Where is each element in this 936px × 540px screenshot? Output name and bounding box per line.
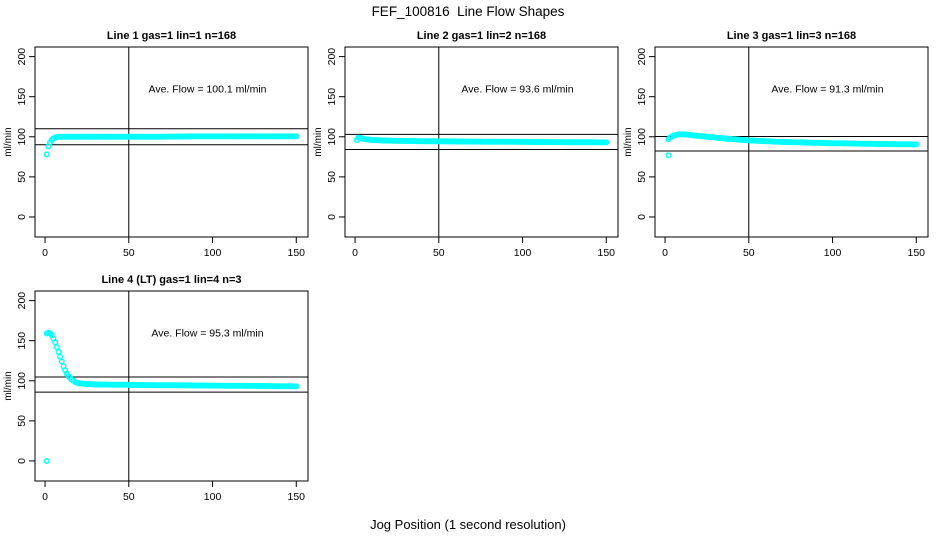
panel-4-y-tick-label: 150: [16, 332, 28, 350]
panel-1-y-tick-label: 100: [16, 128, 28, 146]
panel-2-box: [344, 46, 619, 238]
panel-4-box: [34, 290, 309, 482]
panel-2-x-tick-label: 50: [433, 247, 445, 259]
panel-4-point: [57, 353, 64, 360]
panel-1-ave-flow-annotation: Ave. Flow = 100.1 ml/min: [149, 84, 267, 96]
panel-3-y-tick-label: 150: [636, 88, 648, 106]
panel-2-ylabel: ml/min: [313, 127, 324, 156]
panel-1-ylabel: ml/min: [3, 127, 14, 156]
panel-2-title: Line 2 gas=1 lin=2 n=168: [417, 30, 546, 42]
panel-1-y-tick-label: 0: [16, 214, 28, 220]
panel-4-ylabel: ml/min: [3, 371, 14, 400]
panel-4-ave-flow-annotation: Ave. Flow = 95.3 ml/min: [151, 328, 263, 340]
panel-3-box: [654, 46, 929, 238]
panel-4-point: [293, 383, 300, 390]
panel-3-x-tick-label: 0: [662, 247, 668, 259]
panel-2-y-tick-label: 0: [326, 214, 338, 220]
panel-2-ave-flow-annotation: Ave. Flow = 93.6 ml/min: [461, 84, 573, 96]
panel-1-title: Line 1 gas=1 lin=1 n=168: [107, 30, 236, 42]
figure-xlabel: Jog Position (1 second resolution): [370, 517, 566, 532]
panel-4-point: [55, 348, 62, 355]
panel-3-y-tick-label: 200: [636, 48, 648, 66]
panel-1-point: [293, 133, 300, 140]
panel-4-x-tick-label: 0: [42, 491, 48, 503]
panel-1-x-tick-label: 0: [42, 247, 48, 259]
panel-3-y-tick-label: 50: [636, 171, 648, 183]
panel-3-ylabel: ml/min: [623, 127, 634, 156]
panel-1-box: [34, 46, 309, 238]
panel-1-x-tick-label: 100: [204, 247, 222, 259]
panel-2-y-tick-label: 200: [326, 48, 338, 66]
panel-1-y-tick-label: 150: [16, 88, 28, 106]
panel-1-point: [43, 151, 50, 158]
panel-3-point: [913, 141, 920, 148]
panel-4-y-tick-label: 100: [16, 372, 28, 390]
panel-4-y-tick-label: 0: [16, 458, 28, 464]
panel-1-y-tick-label: 200: [16, 48, 28, 66]
panel-3-title: Line 3 gas=1 lin=3 n=168: [727, 30, 856, 42]
panel-2-x-tick-label: 150: [598, 247, 616, 259]
panel-4-y-tick-label: 50: [16, 415, 28, 427]
panel-1-x-tick-label: 150: [288, 247, 306, 259]
panel-3-y-tick-label: 0: [636, 214, 648, 220]
panel-1-y-tick-label: 50: [16, 171, 28, 183]
panel-3-y-tick-label: 100: [636, 128, 648, 146]
panel-4-point: [53, 344, 60, 351]
panel-3-outlier-point: [665, 152, 672, 159]
panel-2-y-tick-label: 100: [326, 128, 338, 146]
panel-2-x-tick-label: 100: [514, 247, 532, 259]
panel-1-x-tick-label: 50: [123, 247, 135, 259]
panel-3-ave-flow-annotation: Ave. Flow = 91.3 ml/min: [771, 84, 883, 96]
panel-4-point: [58, 358, 65, 365]
panel-2-point: [603, 139, 610, 146]
figure-title: FEF_100816 Line Flow Shapes: [371, 4, 565, 19]
panel-3-x-tick-label: 100: [824, 247, 842, 259]
panel-4-y-tick-label: 200: [16, 292, 28, 310]
panel-3-x-tick-label: 150: [908, 247, 926, 259]
panel-2-y-tick-label: 50: [326, 171, 338, 183]
panel-2-x-tick-label: 0: [352, 247, 358, 259]
panel-4-x-tick-label: 50: [123, 491, 135, 503]
panel-2-y-tick-label: 150: [326, 88, 338, 106]
panel-4-point: [52, 339, 59, 346]
panel-3-x-tick-label: 50: [743, 247, 755, 259]
panel-4-x-tick-label: 150: [288, 491, 306, 503]
panel-4-x-tick-label: 100: [204, 491, 222, 503]
panel-4-outlier-point: [43, 458, 50, 465]
panel-4-title: Line 4 (LT) gas=1 lin=4 n=3: [101, 274, 241, 286]
